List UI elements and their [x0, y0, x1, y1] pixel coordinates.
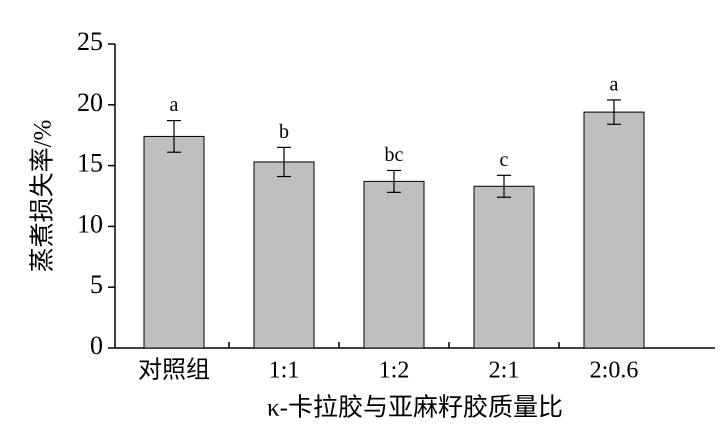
- x-tick-label: 2:0.6: [590, 358, 639, 384]
- significance-letter: a: [170, 94, 179, 116]
- x-axis-title: κ-卡拉胶与亚麻籽胶质量比: [267, 394, 563, 422]
- x-tick-label: 对照组: [138, 357, 210, 384]
- y-tick-label: 20: [77, 88, 103, 117]
- significance-letter: a: [610, 74, 619, 96]
- x-tick-label: 1:2: [379, 358, 410, 384]
- y-tick-label: 25: [77, 27, 103, 56]
- bar: [143, 135, 205, 349]
- bar: [583, 111, 645, 349]
- x-tick-label: 1:1: [269, 358, 300, 384]
- y-tick-label: 0: [90, 331, 103, 360]
- significance-letter: b: [279, 121, 289, 143]
- bar: [253, 161, 315, 349]
- x-tick-label: 2:1: [489, 358, 520, 384]
- significance-letter: c: [500, 149, 509, 171]
- y-tick-label: 10: [77, 209, 103, 238]
- significance-letter: bc: [385, 144, 404, 166]
- y-tick-label: 5: [90, 270, 103, 299]
- bar: [363, 180, 425, 349]
- y-axis-title: 蒸煮损失率/%: [29, 120, 57, 273]
- bar: [473, 185, 535, 349]
- y-tick-label: 15: [77, 149, 103, 178]
